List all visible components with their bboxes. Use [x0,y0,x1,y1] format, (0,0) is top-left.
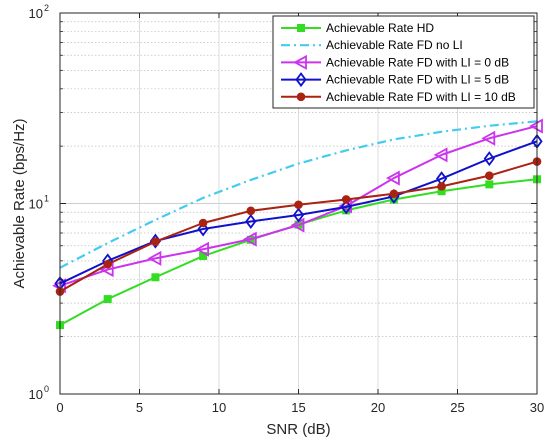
data-point [246,206,256,216]
y-tick-label: 10 0 [29,384,49,402]
data-point [198,218,208,228]
data-point [481,130,496,146]
data-point [147,250,162,266]
x-tick-label: 0 [56,400,63,415]
data-point [437,182,446,191]
data-point [433,147,448,163]
y-tick-base: 10 [29,197,43,212]
series-line [59,140,538,285]
y-tick-exponent: 1 [44,194,49,204]
data-point [292,207,305,223]
y-tick-exponent: 2 [44,3,49,13]
data-point [151,237,160,247]
series-layer [52,118,543,330]
legend-label: Achievable Rate FD no LI [326,38,463,52]
x-tick-label: 25 [450,400,464,415]
data-point [340,199,352,215]
series-line [59,120,538,269]
y-axis-label: Achievable Rate (bps/Hz) [11,118,28,288]
series-line [59,125,538,287]
data-point [103,259,112,269]
y-tick-base: 10 [29,6,43,21]
data-point [386,170,400,186]
y-tick-base: 10 [29,387,43,402]
legend-item: Achievable Rate FD no LI [281,38,463,52]
legend-item: Achievable Rate FD with LI = 0 dB [281,54,509,70]
series-2 [59,120,538,269]
legend-label: Achievable Rate FD with LI = 5 dB [326,73,509,87]
x-tick-label: 30 [530,400,544,415]
data-point [483,151,495,167]
legend-item: Achievable Rate FD with LI = 5 dB [281,72,509,88]
data-point [389,189,399,199]
y-tick-exponent: 0 [44,384,49,394]
data-point [290,217,305,233]
legend-item: Achievable Rate HD [281,21,434,35]
legend-label: Achievable Rate FD with LI = 10 dB [326,90,516,104]
x-tick-label: 20 [371,400,385,415]
data-point [341,195,351,204]
data-point [485,180,494,189]
legend-marker [295,72,307,88]
legend-label: Achievable Rate HD [326,21,434,35]
data-point [151,273,160,282]
x-tick-label: 10 [212,400,226,415]
y-tick-label: 10 2 [29,3,49,21]
data-point [242,231,257,247]
data-point [197,221,209,237]
data-point [103,295,112,304]
legend-marker [297,24,305,32]
legend-label: Achievable Rate FD with LI = 0 dB [326,55,509,69]
series-5 [55,157,542,296]
legend: Achievable Rate HD Achievable Rate FD no … [272,15,535,109]
data-point [245,213,257,229]
y-tick-label: 10 1 [29,194,49,212]
x-tick-label: 5 [136,400,143,415]
data-point [195,241,210,257]
data-point [485,171,494,180]
legend-marker [296,92,306,102]
data-point [294,200,303,210]
x-axis-ticks: 0 5 10 15 20 25 30 [56,13,544,415]
legend-marker [293,54,307,70]
x-axis-label: SNR (dB) [266,421,330,438]
x-tick-label: 15 [291,400,305,415]
legend-item: Achievable Rate FD with LI = 10 dB [281,90,516,104]
